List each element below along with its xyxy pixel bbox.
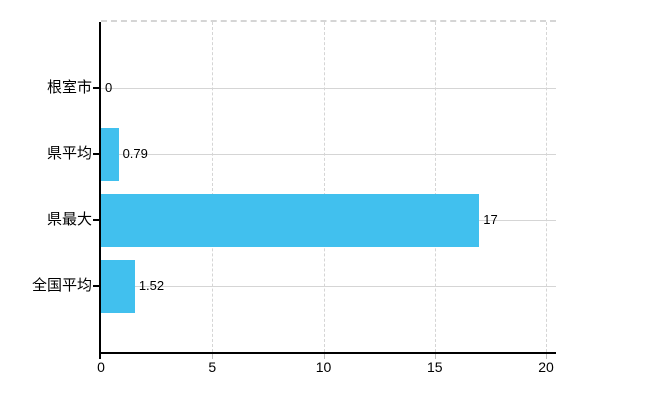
- x-gridline: [434, 22, 436, 352]
- plot-top-border: [101, 20, 556, 22]
- x-tick-label: 10: [315, 359, 332, 375]
- x-gridline: [212, 22, 214, 352]
- x-gridline: [546, 22, 547, 352]
- category-label: 全国平均: [31, 277, 92, 294]
- y-axis-line: [99, 22, 101, 354]
- category-label: 県平均: [46, 145, 92, 162]
- x-axis-line: [99, 352, 556, 354]
- bar-value-label: 0: [105, 80, 113, 95]
- x-gridline: [323, 22, 325, 352]
- bar-value-label: 1.52: [138, 278, 165, 293]
- x-axis-tick: [323, 354, 325, 359]
- x-axis-tick: [434, 354, 436, 359]
- x-axis-tick: [546, 354, 547, 359]
- bar-value-label: 0.79: [122, 146, 148, 161]
- x-tick-label: 15: [426, 359, 443, 375]
- y-axis-tick: [93, 87, 100, 89]
- y-gridline: [101, 285, 556, 287]
- x-axis-tick: [99, 354, 101, 359]
- bar-value-label: 17: [483, 212, 498, 227]
- x-axis-tick: [212, 354, 214, 359]
- bar: [101, 259, 135, 313]
- category-label: 県最大: [46, 211, 92, 228]
- x-tick-label: 0: [97, 359, 105, 375]
- x-tick-label: 5: [208, 359, 217, 375]
- category-label: 根室市: [46, 79, 92, 96]
- y-gridline: [101, 87, 556, 89]
- x-tick-label: 20: [538, 359, 554, 375]
- bar: [101, 193, 480, 247]
- y-axis-tick: [93, 219, 100, 221]
- y-gridline: [101, 153, 556, 155]
- y-axis-tick: [93, 153, 100, 155]
- y-axis-tick: [93, 285, 100, 287]
- bar: [101, 127, 119, 181]
